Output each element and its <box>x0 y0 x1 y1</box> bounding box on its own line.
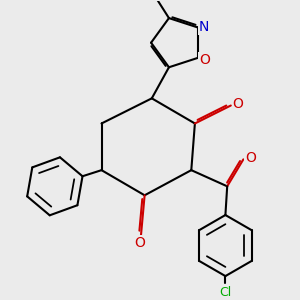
Text: O: O <box>199 53 210 67</box>
Text: Cl: Cl <box>219 286 232 299</box>
Text: O: O <box>232 97 243 111</box>
Text: O: O <box>245 151 256 165</box>
Text: O: O <box>134 236 145 250</box>
Text: N: N <box>199 20 209 34</box>
